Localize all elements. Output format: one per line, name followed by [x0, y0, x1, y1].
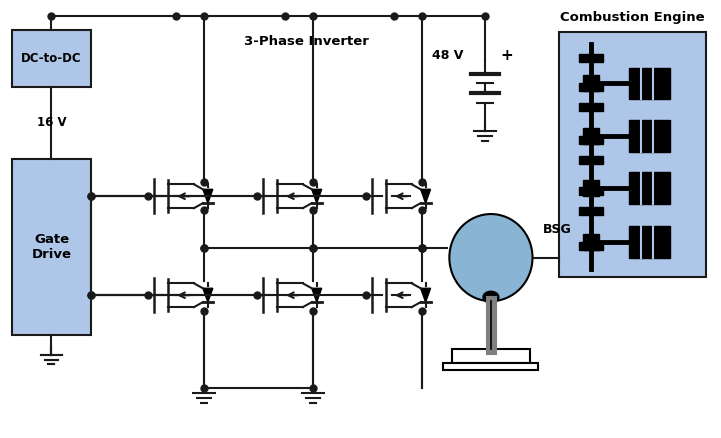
Text: DC-to-DC: DC-to-DC	[21, 52, 81, 65]
Text: +: +	[501, 48, 513, 63]
Bar	[583, 128, 599, 144]
Ellipse shape	[449, 214, 533, 301]
Bar	[583, 75, 599, 91]
Bar	[579, 187, 603, 195]
Bar	[629, 67, 670, 99]
Text: BSG: BSG	[542, 223, 571, 237]
Bar	[579, 207, 603, 215]
Text: Gate
Drive: Gate Drive	[32, 233, 71, 261]
Bar	[579, 242, 603, 250]
Bar	[579, 155, 603, 163]
Polygon shape	[420, 189, 430, 203]
Polygon shape	[203, 189, 213, 203]
Bar	[629, 226, 670, 258]
Polygon shape	[203, 288, 213, 302]
Bar	[452, 349, 529, 363]
Bar	[579, 54, 603, 62]
Bar	[443, 363, 539, 371]
Polygon shape	[311, 189, 322, 203]
Polygon shape	[311, 288, 322, 302]
Ellipse shape	[483, 291, 499, 303]
Polygon shape	[420, 288, 430, 302]
Text: 16 V: 16 V	[37, 117, 66, 130]
Text: Combustion Engine: Combustion Engine	[560, 11, 705, 24]
Bar	[12, 30, 91, 87]
Bar	[579, 103, 603, 111]
Bar	[579, 83, 603, 91]
Bar	[12, 159, 91, 335]
Bar	[559, 32, 706, 277]
Bar	[629, 173, 670, 204]
Bar	[629, 120, 670, 152]
Bar	[583, 180, 599, 196]
Text: 3-Phase Inverter: 3-Phase Inverter	[244, 35, 369, 48]
Bar	[583, 234, 599, 250]
Text: 48 V: 48 V	[432, 49, 463, 62]
Bar	[579, 136, 603, 144]
